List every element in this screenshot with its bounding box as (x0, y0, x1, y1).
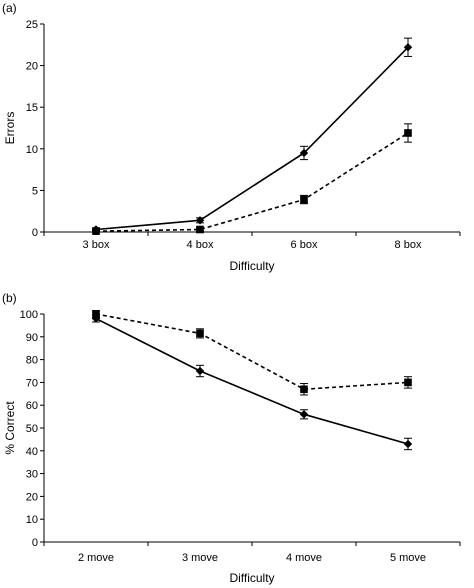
y-tick-label: 20 (26, 491, 38, 503)
x-tick-label: 3 box (83, 239, 110, 251)
square-point (196, 225, 204, 234)
x-tick-label: 6 box (291, 239, 318, 251)
diamond-point (403, 43, 413, 52)
y-tick-label: 70 (26, 377, 38, 389)
y-tick-label: 30 (26, 469, 38, 481)
square-point (404, 129, 412, 137)
y-tick-label: 25 (26, 19, 38, 31)
y-tick-label: 0 (32, 227, 38, 239)
square-point (404, 378, 412, 387)
square-point (300, 385, 308, 394)
diamond-point (299, 148, 309, 158)
panel-label: (b) (2, 291, 17, 305)
chart-panel-b: (b) 0 10 20 30 40 50 60 70 80 90 100 2 move 3 move 4 m… (2, 291, 461, 585)
y-tick-label: 5 (32, 185, 38, 197)
x-tick-label: 3 move (182, 552, 218, 564)
square-point (196, 329, 204, 338)
x-axis-label: Difficulty (229, 571, 274, 585)
y-tick-label: 90 (26, 332, 38, 344)
y-tick-label: 0 (32, 537, 38, 549)
y-axis-label: Errors (3, 112, 17, 145)
y-tick-label: 40 (26, 446, 38, 458)
x-tick-label: 5 move (390, 552, 426, 564)
solid-series-line (95, 46, 409, 231)
x-tick-label: 8 box (395, 239, 422, 251)
y-tick-label: 50 (26, 423, 38, 435)
y-axis-label: % Correct (3, 401, 17, 455)
square-point (92, 227, 100, 235)
y-tick-label: 100 (20, 309, 38, 321)
y-tick-label: 60 (26, 400, 38, 412)
square-point (92, 310, 100, 318)
y-tick-label: 10 (26, 144, 38, 156)
diamond-point (299, 410, 309, 419)
y-tick-label: 10 (26, 514, 38, 526)
diamond-point (195, 366, 205, 376)
diamond-point (403, 439, 413, 449)
solid-series-line (95, 317, 409, 445)
x-tick-label: 4 move (286, 552, 322, 564)
square-point (300, 195, 308, 204)
chart-panel-a: (a) 0 5 10 15 20 25 3 box 4 box 6 box 8 box Difficu… (2, 1, 461, 273)
y-tick-label: 20 (26, 61, 38, 73)
dashed-series-line (95, 132, 409, 232)
x-axis-label: Difficulty (229, 259, 274, 273)
panel-label: (a) (2, 1, 17, 15)
x-tick-label: 2 move (78, 552, 114, 564)
dashed-series-line (95, 313, 409, 391)
diamond-point (195, 216, 205, 225)
y-tick-label: 80 (26, 355, 38, 367)
x-tick-label: 4 box (187, 239, 214, 251)
y-tick-label: 15 (26, 102, 38, 114)
